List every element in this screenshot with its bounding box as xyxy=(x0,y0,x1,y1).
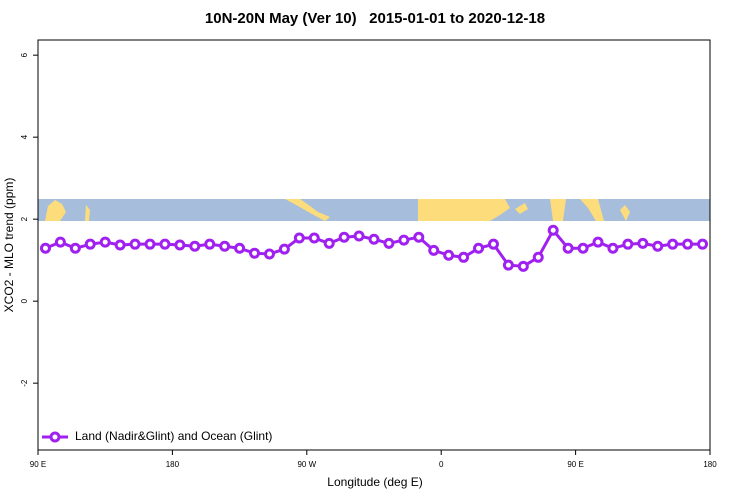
chart-title: 10N-20N May (Ver 10) 2015-01-01 to 2020-… xyxy=(205,10,545,27)
map-strip xyxy=(38,199,710,221)
map-land xyxy=(85,205,90,221)
data-point xyxy=(607,242,619,254)
data-point xyxy=(84,238,96,250)
legend-label: Land (Nadir&Glint) and Ocean (Glint) xyxy=(75,429,272,443)
data-point xyxy=(667,238,679,250)
data-point xyxy=(323,237,335,249)
map-land xyxy=(45,200,66,221)
data-point xyxy=(443,249,455,261)
map-land xyxy=(515,203,528,214)
data-point xyxy=(174,239,186,251)
data-point xyxy=(204,238,216,250)
y-tick-label: 4 xyxy=(20,134,29,139)
y-tick-label: 0 xyxy=(20,298,29,303)
data-point xyxy=(234,242,246,254)
data-point xyxy=(278,243,290,255)
data-point xyxy=(219,240,231,252)
data-point xyxy=(293,232,305,244)
data-point xyxy=(114,239,126,251)
plot-frame xyxy=(37,39,711,451)
data-point xyxy=(697,238,709,250)
y-tick-label: -2 xyxy=(20,379,29,387)
data-point xyxy=(99,236,111,248)
data-point xyxy=(547,224,559,236)
map-land xyxy=(285,199,330,221)
data-point xyxy=(144,238,156,250)
x-tick-label: 90 W xyxy=(297,460,316,469)
data-point xyxy=(622,238,634,250)
data-point xyxy=(428,244,440,256)
x-tick-label: 90 E xyxy=(567,460,583,469)
map-ocean xyxy=(38,199,710,221)
data-point xyxy=(263,248,275,260)
data-point xyxy=(577,242,589,254)
data-point xyxy=(413,231,425,243)
legend: Land (Nadir&Glint) and Ocean (Glint) xyxy=(42,429,272,443)
x-tick-label: 180 xyxy=(703,460,717,469)
data-point xyxy=(652,240,664,252)
map-land xyxy=(580,199,604,221)
legend-marker xyxy=(49,431,61,443)
data-point xyxy=(517,260,529,272)
data-point xyxy=(189,240,201,252)
map-land xyxy=(550,199,566,221)
data-point xyxy=(129,238,141,250)
data-point xyxy=(383,237,395,249)
data-point xyxy=(562,242,574,254)
y-tick-label: 6 xyxy=(20,52,29,57)
data-point xyxy=(353,230,365,242)
data-point xyxy=(308,232,320,244)
x-tick-label: 180 xyxy=(166,460,180,469)
data-point xyxy=(532,251,544,263)
y-tick-label: 2 xyxy=(20,216,29,221)
data-point xyxy=(69,242,81,254)
data-point xyxy=(249,247,261,259)
data-point xyxy=(592,236,604,248)
x-tick-label: 0 xyxy=(439,460,444,469)
y-axis-label: XCO2 - MLO trend (ppm) xyxy=(2,178,16,313)
data-point xyxy=(458,251,470,263)
data-point xyxy=(487,238,499,250)
map-land xyxy=(418,199,510,221)
x-tick-label: 90 E xyxy=(30,460,46,469)
x-axis-label: Longitude (deg E) xyxy=(327,475,422,489)
data-point xyxy=(159,238,171,250)
data-point xyxy=(54,236,66,248)
data-point xyxy=(368,233,380,245)
data-point xyxy=(473,242,485,254)
data-point xyxy=(39,242,51,254)
data-point xyxy=(338,231,350,243)
data-point xyxy=(502,259,514,271)
data-point xyxy=(682,238,694,250)
data-point xyxy=(637,237,649,249)
data-point xyxy=(398,234,410,246)
map-land xyxy=(620,205,630,221)
